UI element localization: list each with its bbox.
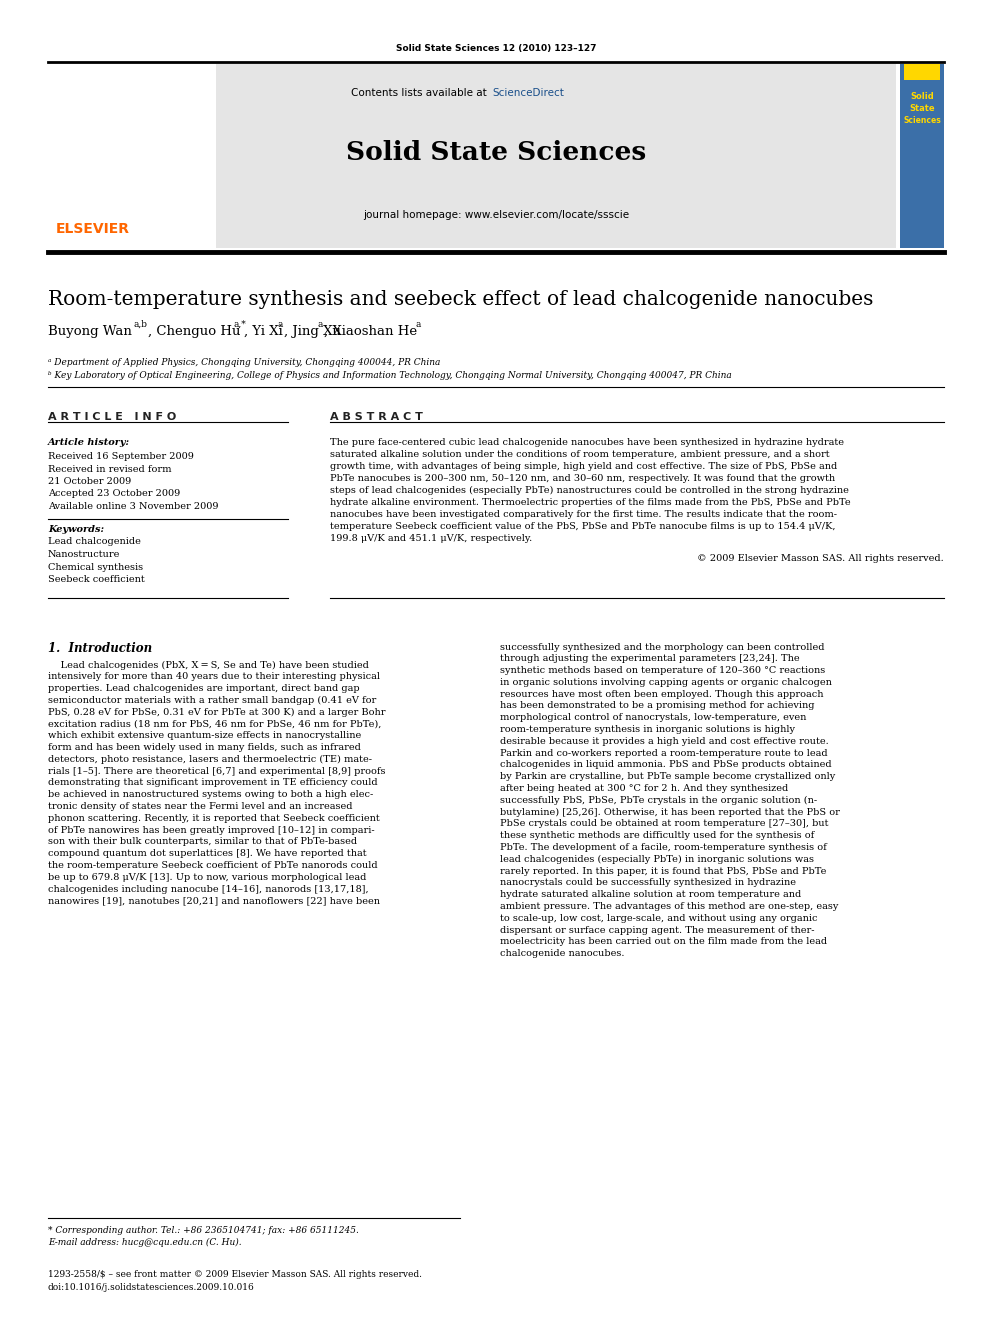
- Text: of PbTe nanowires has been greatly improved [10–12] in compari-: of PbTe nanowires has been greatly impro…: [48, 826, 375, 835]
- Text: detectors, photo resistance, lasers and thermoelectric (TE) mate-: detectors, photo resistance, lasers and …: [48, 755, 372, 763]
- Text: in organic solutions involving capping agents or organic chalcogen: in organic solutions involving capping a…: [500, 677, 832, 687]
- Text: room-temperature synthesis in inorganic solutions is highly: room-temperature synthesis in inorganic …: [500, 725, 795, 734]
- Text: Solid State Sciences: Solid State Sciences: [346, 140, 646, 165]
- Text: desirable because it provides a high yield and cost effective route.: desirable because it provides a high yie…: [500, 737, 828, 746]
- Text: Solid State Sciences 12 (2010) 123–127: Solid State Sciences 12 (2010) 123–127: [396, 44, 596, 53]
- Text: a,*: a,*: [234, 320, 247, 329]
- Text: Available online 3 November 2009: Available online 3 November 2009: [48, 501, 218, 511]
- Text: semiconductor materials with a rather small bandgap (0.41 eV for: semiconductor materials with a rather sm…: [48, 696, 376, 705]
- Text: 1293-2558/$ – see front matter © 2009 Elsevier Masson SAS. All rights reserved.: 1293-2558/$ – see front matter © 2009 El…: [48, 1270, 422, 1279]
- Text: Lead chalcogenides (PbX, X = S, Se and Te) have been studied: Lead chalcogenides (PbX, X = S, Se and T…: [48, 660, 369, 669]
- Text: ᵃ Department of Applied Physics, Chongqing University, Chongqing 400044, PR Chin: ᵃ Department of Applied Physics, Chongqi…: [48, 359, 440, 366]
- Text: A B S T R A C T: A B S T R A C T: [330, 411, 423, 422]
- Text: dispersant or surface capping agent. The measurement of ther-: dispersant or surface capping agent. The…: [500, 926, 814, 935]
- Text: a: a: [278, 320, 284, 329]
- Text: , Chenguo Hu: , Chenguo Hu: [148, 325, 240, 337]
- Text: rarely reported. In this paper, it is found that PbS, PbSe and PbTe: rarely reported. In this paper, it is fo…: [500, 867, 826, 876]
- Text: nanocubes have been investigated comparatively for the first time. The results i: nanocubes have been investigated compara…: [330, 509, 837, 519]
- Text: resources have most often been employed. Though this approach: resources have most often been employed.…: [500, 689, 823, 699]
- Text: through adjusting the experimental parameters [23,24]. The: through adjusting the experimental param…: [500, 655, 800, 663]
- Text: demonstrating that significant improvement in TE efficiency could: demonstrating that significant improveme…: [48, 778, 378, 787]
- Text: Received 16 September 2009: Received 16 September 2009: [48, 452, 193, 460]
- Text: PbS, 0.28 eV for PbSe, 0.31 eV for PbTe at 300 K) and a larger Bohr: PbS, 0.28 eV for PbSe, 0.31 eV for PbTe …: [48, 708, 386, 717]
- Text: excitation radius (18 nm for PbS, 46 nm for PbSe, 46 nm for PbTe),: excitation radius (18 nm for PbS, 46 nm …: [48, 720, 381, 729]
- Text: Chemical synthesis: Chemical synthesis: [48, 562, 143, 572]
- Text: lead chalcogenides (especially PbTe) in inorganic solutions was: lead chalcogenides (especially PbTe) in …: [500, 855, 814, 864]
- Text: the room-temperature Seebeck coefficient of PbTe nanorods could: the room-temperature Seebeck coefficient…: [48, 861, 378, 871]
- Text: chalcogenide nanocubes.: chalcogenide nanocubes.: [500, 950, 625, 958]
- Text: ambient pressure. The advantages of this method are one-step, easy: ambient pressure. The advantages of this…: [500, 902, 838, 912]
- Text: PbTe. The development of a facile, room-temperature synthesis of: PbTe. The development of a facile, room-…: [500, 843, 826, 852]
- Text: be up to 679.8 μV/K [13]. Up to now, various morphological lead: be up to 679.8 μV/K [13]. Up to now, var…: [48, 873, 366, 882]
- Text: , Yi Xi: , Yi Xi: [244, 325, 283, 337]
- Text: 199.8 μV/K and 451.1 μV/K, respectively.: 199.8 μV/K and 451.1 μV/K, respectively.: [330, 534, 533, 542]
- Text: a: a: [415, 320, 421, 329]
- Text: hydrate alkaline environment. Thermoelectric properties of the films made from t: hydrate alkaline environment. Thermoelec…: [330, 497, 850, 507]
- Text: form and has been widely used in many fields, such as infrared: form and has been widely used in many fi…: [48, 744, 361, 751]
- Text: rials [1–5]. There are theoretical [6,7] and experimental [8,9] proofs: rials [1–5]. There are theoretical [6,7]…: [48, 767, 386, 775]
- Text: PbTe nanocubes is 200–300 nm, 50–120 nm, and 30–60 nm, respectively. It was foun: PbTe nanocubes is 200–300 nm, 50–120 nm,…: [330, 474, 835, 483]
- Text: Contents lists available at: Contents lists available at: [351, 89, 490, 98]
- Text: Parkin and co-workers reported a room-temperature route to lead: Parkin and co-workers reported a room-te…: [500, 749, 827, 758]
- Text: temperature Seebeck coefficient value of the PbS, PbSe and PbTe nanocube films i: temperature Seebeck coefficient value of…: [330, 523, 835, 531]
- Text: Received in revised form: Received in revised form: [48, 464, 172, 474]
- Text: Keywords:: Keywords:: [48, 524, 104, 533]
- Text: ScienceDirect: ScienceDirect: [492, 89, 563, 98]
- Text: synthetic methods based on temperature of 120–360 °C reactions: synthetic methods based on temperature o…: [500, 665, 825, 675]
- Text: 1.  Introduction: 1. Introduction: [48, 643, 152, 655]
- Text: moelectricity has been carried out on the film made from the lead: moelectricity has been carried out on th…: [500, 938, 827, 946]
- Text: nanocrystals could be successfully synthesized in hydrazine: nanocrystals could be successfully synth…: [500, 878, 796, 888]
- Text: PbSe crystals could be obtained at room temperature [27–30], but: PbSe crystals could be obtained at room …: [500, 819, 828, 828]
- Text: chalcogenides in liquid ammonia. PbS and PbSe products obtained: chalcogenides in liquid ammonia. PbS and…: [500, 761, 831, 770]
- Text: doi:10.1016/j.solidstatesciences.2009.10.016: doi:10.1016/j.solidstatesciences.2009.10…: [48, 1283, 255, 1293]
- Text: ᵇ Key Laboratory of Optical Engineering, College of Physics and Information Tech: ᵇ Key Laboratory of Optical Engineering,…: [48, 370, 732, 380]
- Text: son with their bulk counterparts, similar to that of PbTe-based: son with their bulk counterparts, simila…: [48, 837, 357, 847]
- Text: growth time, with advantages of being simple, high yield and cost effective. The: growth time, with advantages of being si…: [330, 462, 837, 471]
- Text: tronic density of states near the Fermi level and an increased: tronic density of states near the Fermi …: [48, 802, 352, 811]
- Text: , Xiaoshan He: , Xiaoshan He: [324, 325, 417, 337]
- Text: hydrate saturated alkaline solution at room temperature and: hydrate saturated alkaline solution at r…: [500, 890, 802, 900]
- Text: © 2009 Elsevier Masson SAS. All rights reserved.: © 2009 Elsevier Masson SAS. All rights r…: [697, 554, 944, 564]
- Text: steps of lead chalcogenides (especially PbTe) nanostructures could be controlled: steps of lead chalcogenides (especially …: [330, 486, 849, 495]
- Text: these synthetic methods are difficultly used for the synthesis of: these synthetic methods are difficultly …: [500, 831, 814, 840]
- Text: phonon scattering. Recently, it is reported that Seebeck coefficient: phonon scattering. Recently, it is repor…: [48, 814, 380, 823]
- Text: , Jing Xu: , Jing Xu: [284, 325, 341, 337]
- Text: Seebeck coefficient: Seebeck coefficient: [48, 576, 145, 583]
- Text: properties. Lead chalcogenides are important, direct band gap: properties. Lead chalcogenides are impor…: [48, 684, 360, 693]
- Text: State: State: [910, 105, 934, 112]
- Text: Room-temperature synthesis and seebeck effect of lead chalcogenide nanocubes: Room-temperature synthesis and seebeck e…: [48, 290, 873, 310]
- Text: Nanostructure: Nanostructure: [48, 550, 120, 560]
- Text: chalcogenides including nanocube [14–16], nanorods [13,17,18],: chalcogenides including nanocube [14–16]…: [48, 885, 369, 894]
- Text: by Parkin are crystalline, but PbTe sample become crystallized only: by Parkin are crystalline, but PbTe samp…: [500, 773, 835, 782]
- Text: after being heated at 300 °C for 2 h. And they synthesized: after being heated at 300 °C for 2 h. An…: [500, 785, 789, 792]
- Text: Accepted 23 October 2009: Accepted 23 October 2009: [48, 490, 181, 499]
- Text: The pure face-centered cubic lead chalcogenide nanocubes have been synthesized i: The pure face-centered cubic lead chalco…: [330, 438, 844, 447]
- Text: nanowires [19], nanotubes [20,21] and nanoflowers [22] have been: nanowires [19], nanotubes [20,21] and na…: [48, 897, 380, 905]
- Text: a,b: a,b: [134, 320, 148, 329]
- Text: compound quantum dot superlattices [8]. We have reported that: compound quantum dot superlattices [8]. …: [48, 849, 367, 859]
- Text: which exhibit extensive quantum-size effects in nanocrystalline: which exhibit extensive quantum-size eff…: [48, 732, 361, 741]
- Text: be achieved in nanostructured systems owing to both a high elec-: be achieved in nanostructured systems ow…: [48, 790, 373, 799]
- Text: A R T I C L E   I N F O: A R T I C L E I N F O: [48, 411, 177, 422]
- Text: a: a: [318, 320, 323, 329]
- Text: has been demonstrated to be a promising method for achieving: has been demonstrated to be a promising …: [500, 701, 814, 710]
- Text: Solid: Solid: [910, 93, 933, 101]
- Text: successfully synthesized and the morphology can been controlled: successfully synthesized and the morphol…: [500, 643, 824, 651]
- Text: Article history:: Article history:: [48, 438, 130, 447]
- Text: saturated alkaline solution under the conditions of room temperature, ambient pr: saturated alkaline solution under the co…: [330, 450, 829, 459]
- Text: ELSEVIER: ELSEVIER: [56, 222, 130, 235]
- Text: E-mail address: hucg@cqu.edu.cn (C. Hu).: E-mail address: hucg@cqu.edu.cn (C. Hu).: [48, 1238, 242, 1248]
- Text: Buyong Wan: Buyong Wan: [48, 325, 132, 337]
- Text: morphological control of nanocrystals, low-temperature, even: morphological control of nanocrystals, l…: [500, 713, 806, 722]
- Text: to scale-up, low cost, large-scale, and without using any organic: to scale-up, low cost, large-scale, and …: [500, 914, 817, 923]
- Text: successfully PbS, PbSe, PbTe crystals in the organic solution (n-: successfully PbS, PbSe, PbTe crystals in…: [500, 796, 817, 804]
- Text: * Corresponding author. Tel.: +86 2365104741; fax: +86 65111245.: * Corresponding author. Tel.: +86 236510…: [48, 1226, 359, 1234]
- Text: journal homepage: www.elsevier.com/locate/ssscie: journal homepage: www.elsevier.com/locat…: [363, 210, 629, 220]
- Text: butylamine) [25,26]. Otherwise, it has been reported that the PbS or: butylamine) [25,26]. Otherwise, it has b…: [500, 808, 840, 816]
- Text: 21 October 2009: 21 October 2009: [48, 478, 131, 486]
- Text: Lead chalcogenide: Lead chalcogenide: [48, 537, 141, 546]
- Text: Sciences: Sciences: [903, 116, 940, 124]
- Text: intensively for more than 40 years due to their interesting physical: intensively for more than 40 years due t…: [48, 672, 380, 681]
